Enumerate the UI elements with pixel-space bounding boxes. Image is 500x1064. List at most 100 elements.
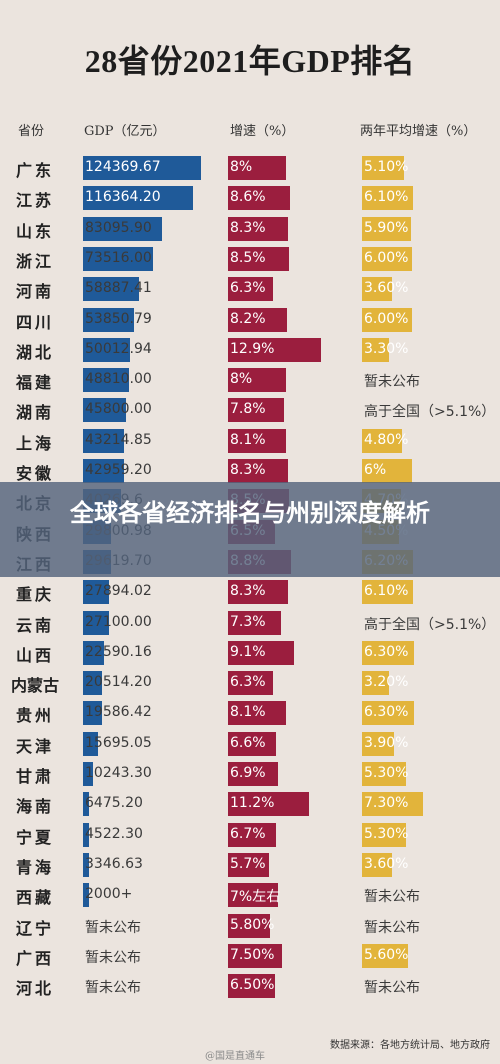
- avg-growth-bar: [362, 640, 415, 665]
- growth-value-label: 7.50%: [230, 946, 275, 963]
- growth-bar: [228, 943, 282, 968]
- growth-value-label: 6.50%: [230, 977, 275, 994]
- growth-bar: [228, 186, 290, 211]
- growth-bar: [228, 398, 285, 423]
- table-row: 广东 124369.67 8% 5.10%: [0, 154, 500, 180]
- avg-growth-bar: [362, 156, 405, 180]
- province-label: 云南: [15, 615, 54, 635]
- avg-growth-value-label: 6.00%: [364, 310, 409, 327]
- growth-bar: [228, 459, 288, 483]
- avg-growth-value-label: 暂未公布: [364, 980, 420, 997]
- growth-bar: [228, 610, 281, 635]
- avg-growth-value-label: 3.90%: [364, 734, 409, 751]
- gdp-bar: [83, 277, 139, 302]
- gdp-bar: [83, 883, 89, 908]
- avg-growth-bar: [362, 580, 413, 605]
- avg-growth-value-label: 6.10%: [364, 583, 409, 600]
- province-label: 上海: [15, 433, 54, 453]
- data-source-note: 数据来源：各地方统计局、地方政府: [330, 1040, 490, 1051]
- avg-growth-value-label: 5.90%: [364, 219, 409, 236]
- avg-growth-bar: [362, 671, 389, 696]
- avg-growth-value-label: 5.30%: [364, 825, 409, 842]
- gdp-value-label: 50012.94: [85, 340, 152, 357]
- growth-value-label: 8.3%: [230, 583, 266, 600]
- avg-growth-value-label: 暂未公布: [364, 374, 420, 391]
- title-overlay-banner: [0, 482, 500, 577]
- avg-growth-value-label: 6.30%: [364, 643, 409, 660]
- growth-value-label: 6.6%: [230, 734, 266, 751]
- growth-bar: [228, 701, 287, 726]
- gdp-value-label: 124369.67: [85, 159, 161, 175]
- avg-growth-value-label: 高于全国（>5.1%）: [364, 616, 496, 633]
- gdp-value-label: 暂未公布: [85, 949, 141, 966]
- avg-growth-bar: [362, 731, 395, 756]
- growth-value-label: 7.8%: [230, 401, 266, 418]
- province-label: 安徽: [15, 464, 54, 483]
- avg-growth-bar: [362, 307, 412, 332]
- province-label: 广西: [15, 948, 54, 968]
- table-row: 浙江 73516.00 8.5% 6.00%: [0, 245, 500, 271]
- gdp-bar: [83, 307, 135, 332]
- gdp-bar: [83, 186, 194, 211]
- growth-bar: [228, 671, 274, 696]
- avg-growth-value-label: 6.10%: [364, 189, 409, 206]
- avg-growth-bar: [362, 246, 412, 271]
- table-row: 甘肃 10243.30 6.9% 5.30%: [0, 760, 500, 786]
- avg-growth-value-label: 5.60%: [364, 946, 409, 963]
- avg-growth-bar: [362, 701, 415, 726]
- growth-bar: [228, 156, 286, 180]
- avg-growth-value-label: 3.30%: [364, 340, 409, 357]
- gdp-value-label: 10243.30: [85, 765, 152, 781]
- growth-bar: [228, 852, 270, 877]
- province-label: 河北: [15, 979, 54, 999]
- avg-growth-bar: [362, 852, 392, 877]
- table-row: 广西 暂未公布 7.50% 5.60%: [0, 942, 500, 968]
- table-row: 湖北 50012.94 12.9% 3.30%: [0, 336, 500, 362]
- table-row: 江苏 116364.20 8.6% 6.10%: [0, 184, 500, 211]
- avg-growth-bar: [362, 792, 423, 817]
- avg-growth-value-label: 暂未公布: [364, 919, 420, 936]
- growth-bar: [228, 792, 309, 817]
- table-row: 四川 53850.79 8.2% 6.00%: [0, 306, 500, 332]
- header-gdp: GDP（亿元）: [84, 124, 166, 139]
- gdp-value-label: 58887.41: [85, 280, 152, 297]
- growth-bar: [228, 731, 276, 756]
- province-label: 广东: [15, 161, 54, 180]
- header-growth: 增速（%）: [230, 124, 295, 139]
- avg-growth-value-label: 高于全国（>5.1%）: [364, 404, 496, 421]
- gdp-bar: [83, 398, 127, 423]
- avg-growth-value-label: 6.00%: [364, 249, 409, 266]
- growth-value-label: 8.6%: [230, 189, 266, 206]
- avg-growth-bar: [362, 943, 409, 968]
- avg-growth-bar: [362, 216, 411, 241]
- growth-bar: [228, 246, 290, 271]
- province-label: 西藏: [15, 888, 54, 908]
- province-label: 天津: [15, 736, 54, 756]
- gdp-bar: [83, 610, 109, 635]
- province-label: 宁夏: [15, 827, 54, 847]
- growth-value-label: 8%: [230, 371, 253, 388]
- growth-value-label: 8.3%: [230, 219, 266, 236]
- gdp-value-label: 3346.63: [85, 855, 143, 872]
- overlay-caption: 全球各省经济排名与州别深度解析: [70, 499, 430, 527]
- table-row: 河北 暂未公布 6.50% 暂未公布: [0, 972, 500, 999]
- chart-title: 28省份2021年GDP排名: [84, 43, 416, 79]
- province-label: 海南: [15, 797, 54, 817]
- growth-bar: [228, 640, 294, 665]
- province-label: 重庆: [15, 585, 54, 605]
- gdp-bar: [83, 822, 89, 847]
- avg-growth-bar: [362, 459, 412, 483]
- growth-bar: [228, 580, 288, 605]
- gdp-bar: [83, 337, 131, 362]
- table-row: 海南 6475.20 11.2% 7.30%: [0, 790, 500, 817]
- province-label: 河南: [15, 282, 54, 302]
- gdp-bar: [83, 671, 103, 696]
- gdp-bar: [83, 246, 153, 271]
- gdp-bar: [83, 731, 98, 756]
- growth-value-label: 6.3%: [230, 674, 266, 691]
- gdp-value-label: 116364.20: [85, 189, 161, 206]
- avg-growth-bar: [362, 186, 413, 211]
- gdp-bar: [83, 156, 201, 180]
- province-label: 山东: [15, 221, 54, 241]
